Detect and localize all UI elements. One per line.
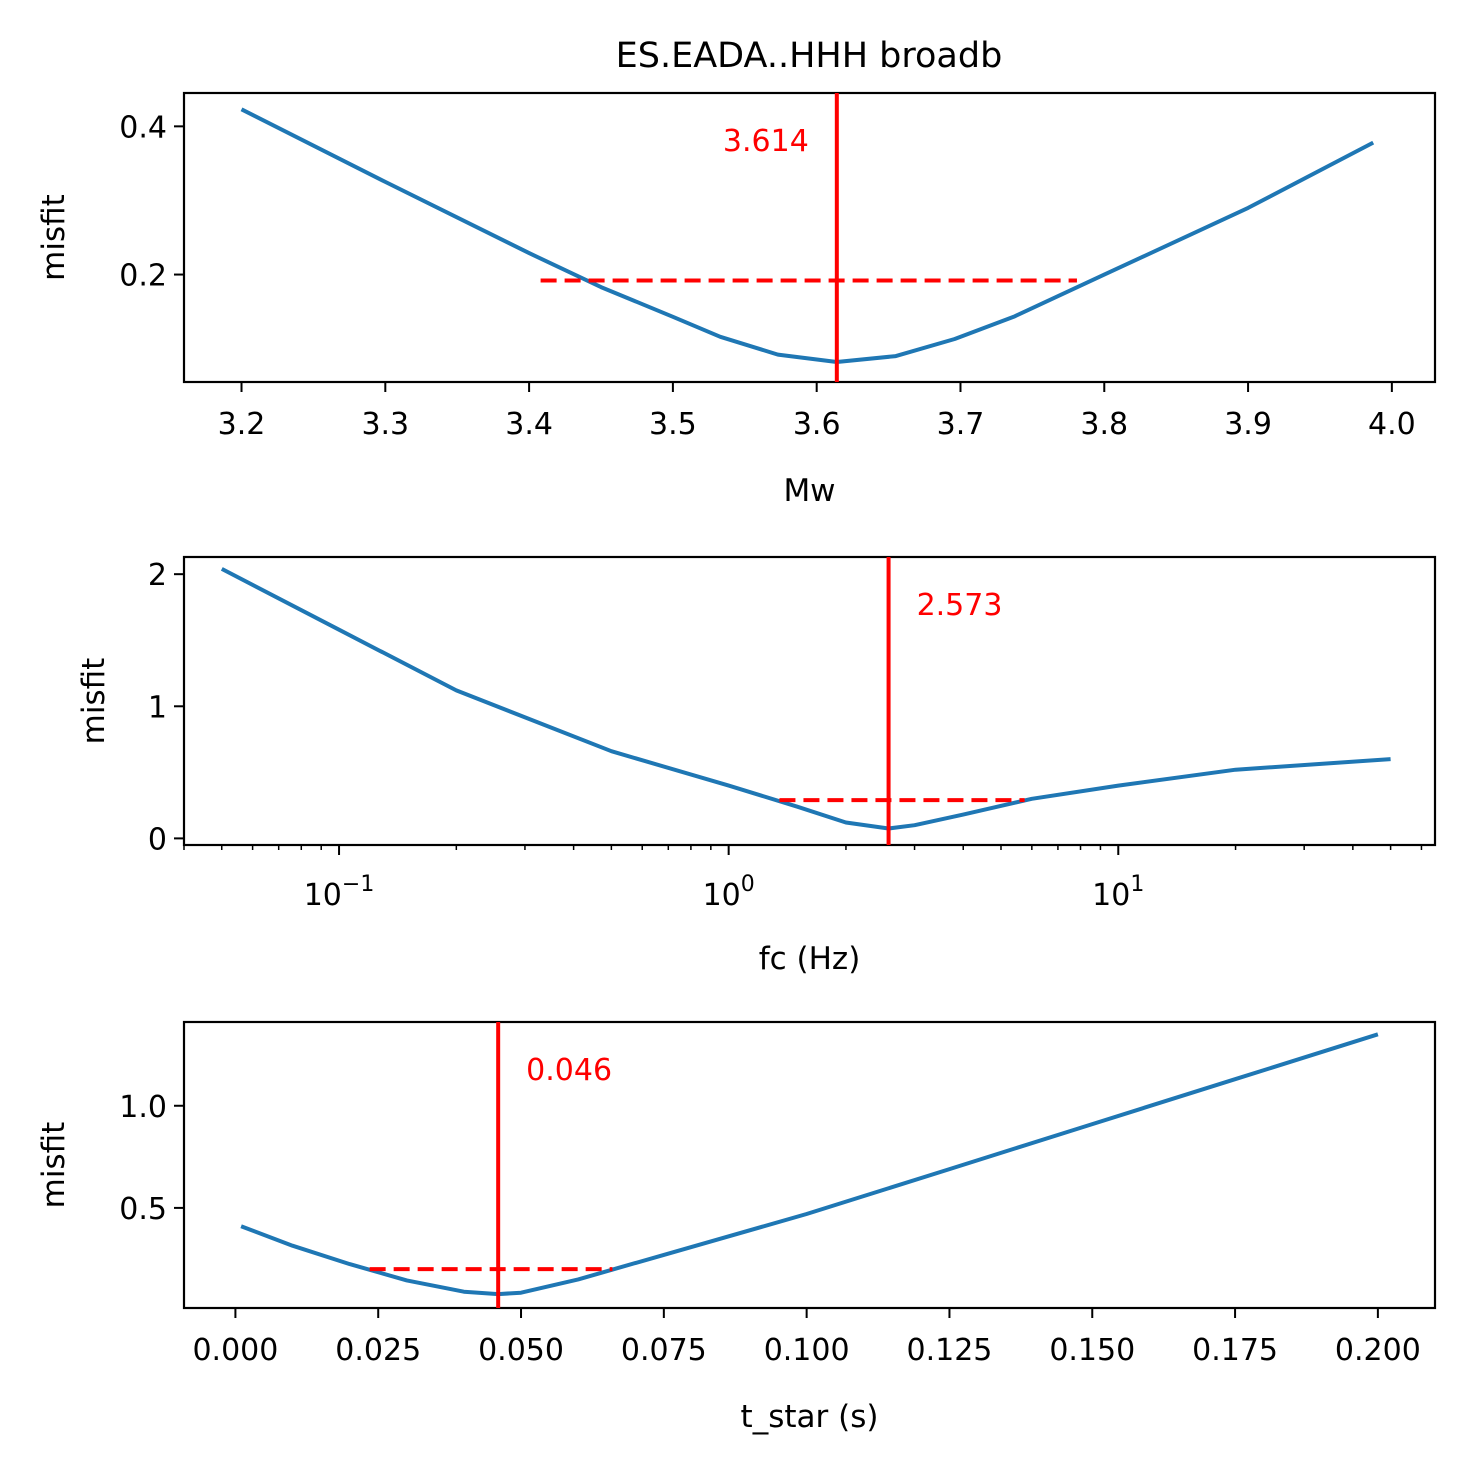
axes-frame-mw xyxy=(182,91,1437,384)
plot-area-mw xyxy=(240,93,1375,382)
plot-area-fc xyxy=(220,557,1391,845)
x-tick-label-mw: 3.2 xyxy=(218,407,266,442)
best-value-label-fc: 2.573 xyxy=(917,588,1003,623)
y-axis-label-mw: misfit xyxy=(36,194,72,281)
misfit-curve-mw xyxy=(240,107,1375,364)
y-axis-label-fc: misfit xyxy=(76,658,112,745)
misfit-curve-tstar xyxy=(240,1032,1379,1297)
x-tick-label-exponent: −1 xyxy=(342,872,374,897)
y-tick-label-mw: 0.2 xyxy=(119,259,167,294)
x-tick-label-tstar: 0.075 xyxy=(621,1333,707,1368)
x-tick-label-base: 10 xyxy=(703,878,741,913)
x-tick-label-mw: 3.5 xyxy=(649,407,697,442)
y-tick-label-fc: 2 xyxy=(148,558,167,593)
x-tick-label-tstar: 0.000 xyxy=(192,1333,278,1368)
x-tick-label-mw: 3.4 xyxy=(505,407,553,442)
best-value-label-tstar: 0.046 xyxy=(526,1053,612,1088)
y-tick-label-mw: 0.4 xyxy=(119,110,167,145)
x-tick-label-mw: 3.3 xyxy=(361,407,409,442)
x-tick-label-mw: 3.7 xyxy=(937,407,985,442)
x-tick-label-tstar: 0.100 xyxy=(764,1333,850,1368)
x-tick-label-mw: 3.9 xyxy=(1224,407,1272,442)
x-tick-label-tstar: 0.125 xyxy=(907,1333,993,1368)
y-axis-label-tstar: misfit xyxy=(36,1122,72,1209)
y-tick-label-tstar: 1.0 xyxy=(119,1090,167,1125)
best-value-label-mw: 3.614 xyxy=(723,124,809,159)
x-tick-label-fc: 10−1 xyxy=(304,872,375,913)
panel-mw: 3.2 3.3 3.4 3.5 3.6 3.7 3.8 3.9 4.0 0.2 0.4 Mw misfi… xyxy=(36,91,1437,509)
misfit-curve-fc xyxy=(220,567,1391,831)
x-tick-label-base: 10 xyxy=(1092,878,1130,913)
x-tick-label-mw: 3.6 xyxy=(793,407,841,442)
x-tick-label-fc: 100 xyxy=(703,872,755,913)
x-tick-label-mw: 3.8 xyxy=(1080,407,1128,442)
x-tick-label-exponent: 0 xyxy=(741,872,755,897)
x-tick-label-tstar: 0.200 xyxy=(1335,1333,1421,1368)
y-tick-label-fc: 1 xyxy=(148,690,167,725)
axes-frame-fc xyxy=(182,555,1437,847)
plot-area-tstar xyxy=(240,1022,1379,1308)
x-tick-label-exponent: 1 xyxy=(1130,872,1144,897)
x-tick-label-tstar: 0.175 xyxy=(1192,1333,1278,1368)
x-tick-label-base: 10 xyxy=(304,878,342,913)
y-tick-label-tstar: 0.5 xyxy=(119,1192,167,1227)
y-tick-label-fc: 0 xyxy=(148,822,167,857)
axes-frame-tstar xyxy=(182,1020,1437,1310)
panel-tstar: 0.000 0.025 0.050 0.075 0.100 0.125 0.150 0.175… xyxy=(36,1020,1437,1435)
x-axis-label-tstar: t_star (s) xyxy=(741,1399,879,1435)
x-axis-label-fc: fc (Hz) xyxy=(759,941,861,977)
x-tick-label-mw: 4.0 xyxy=(1368,407,1416,442)
x-axis-label-mw: Mw xyxy=(783,473,835,509)
x-tick-label-fc: 101 xyxy=(1092,872,1144,913)
x-tick-label-tstar: 0.025 xyxy=(335,1333,421,1368)
chart-title: ES.EADA..HHH broadb xyxy=(616,36,1003,76)
x-tick-label-tstar: 0.050 xyxy=(478,1333,564,1368)
x-tick-label-tstar: 0.150 xyxy=(1049,1333,1135,1368)
